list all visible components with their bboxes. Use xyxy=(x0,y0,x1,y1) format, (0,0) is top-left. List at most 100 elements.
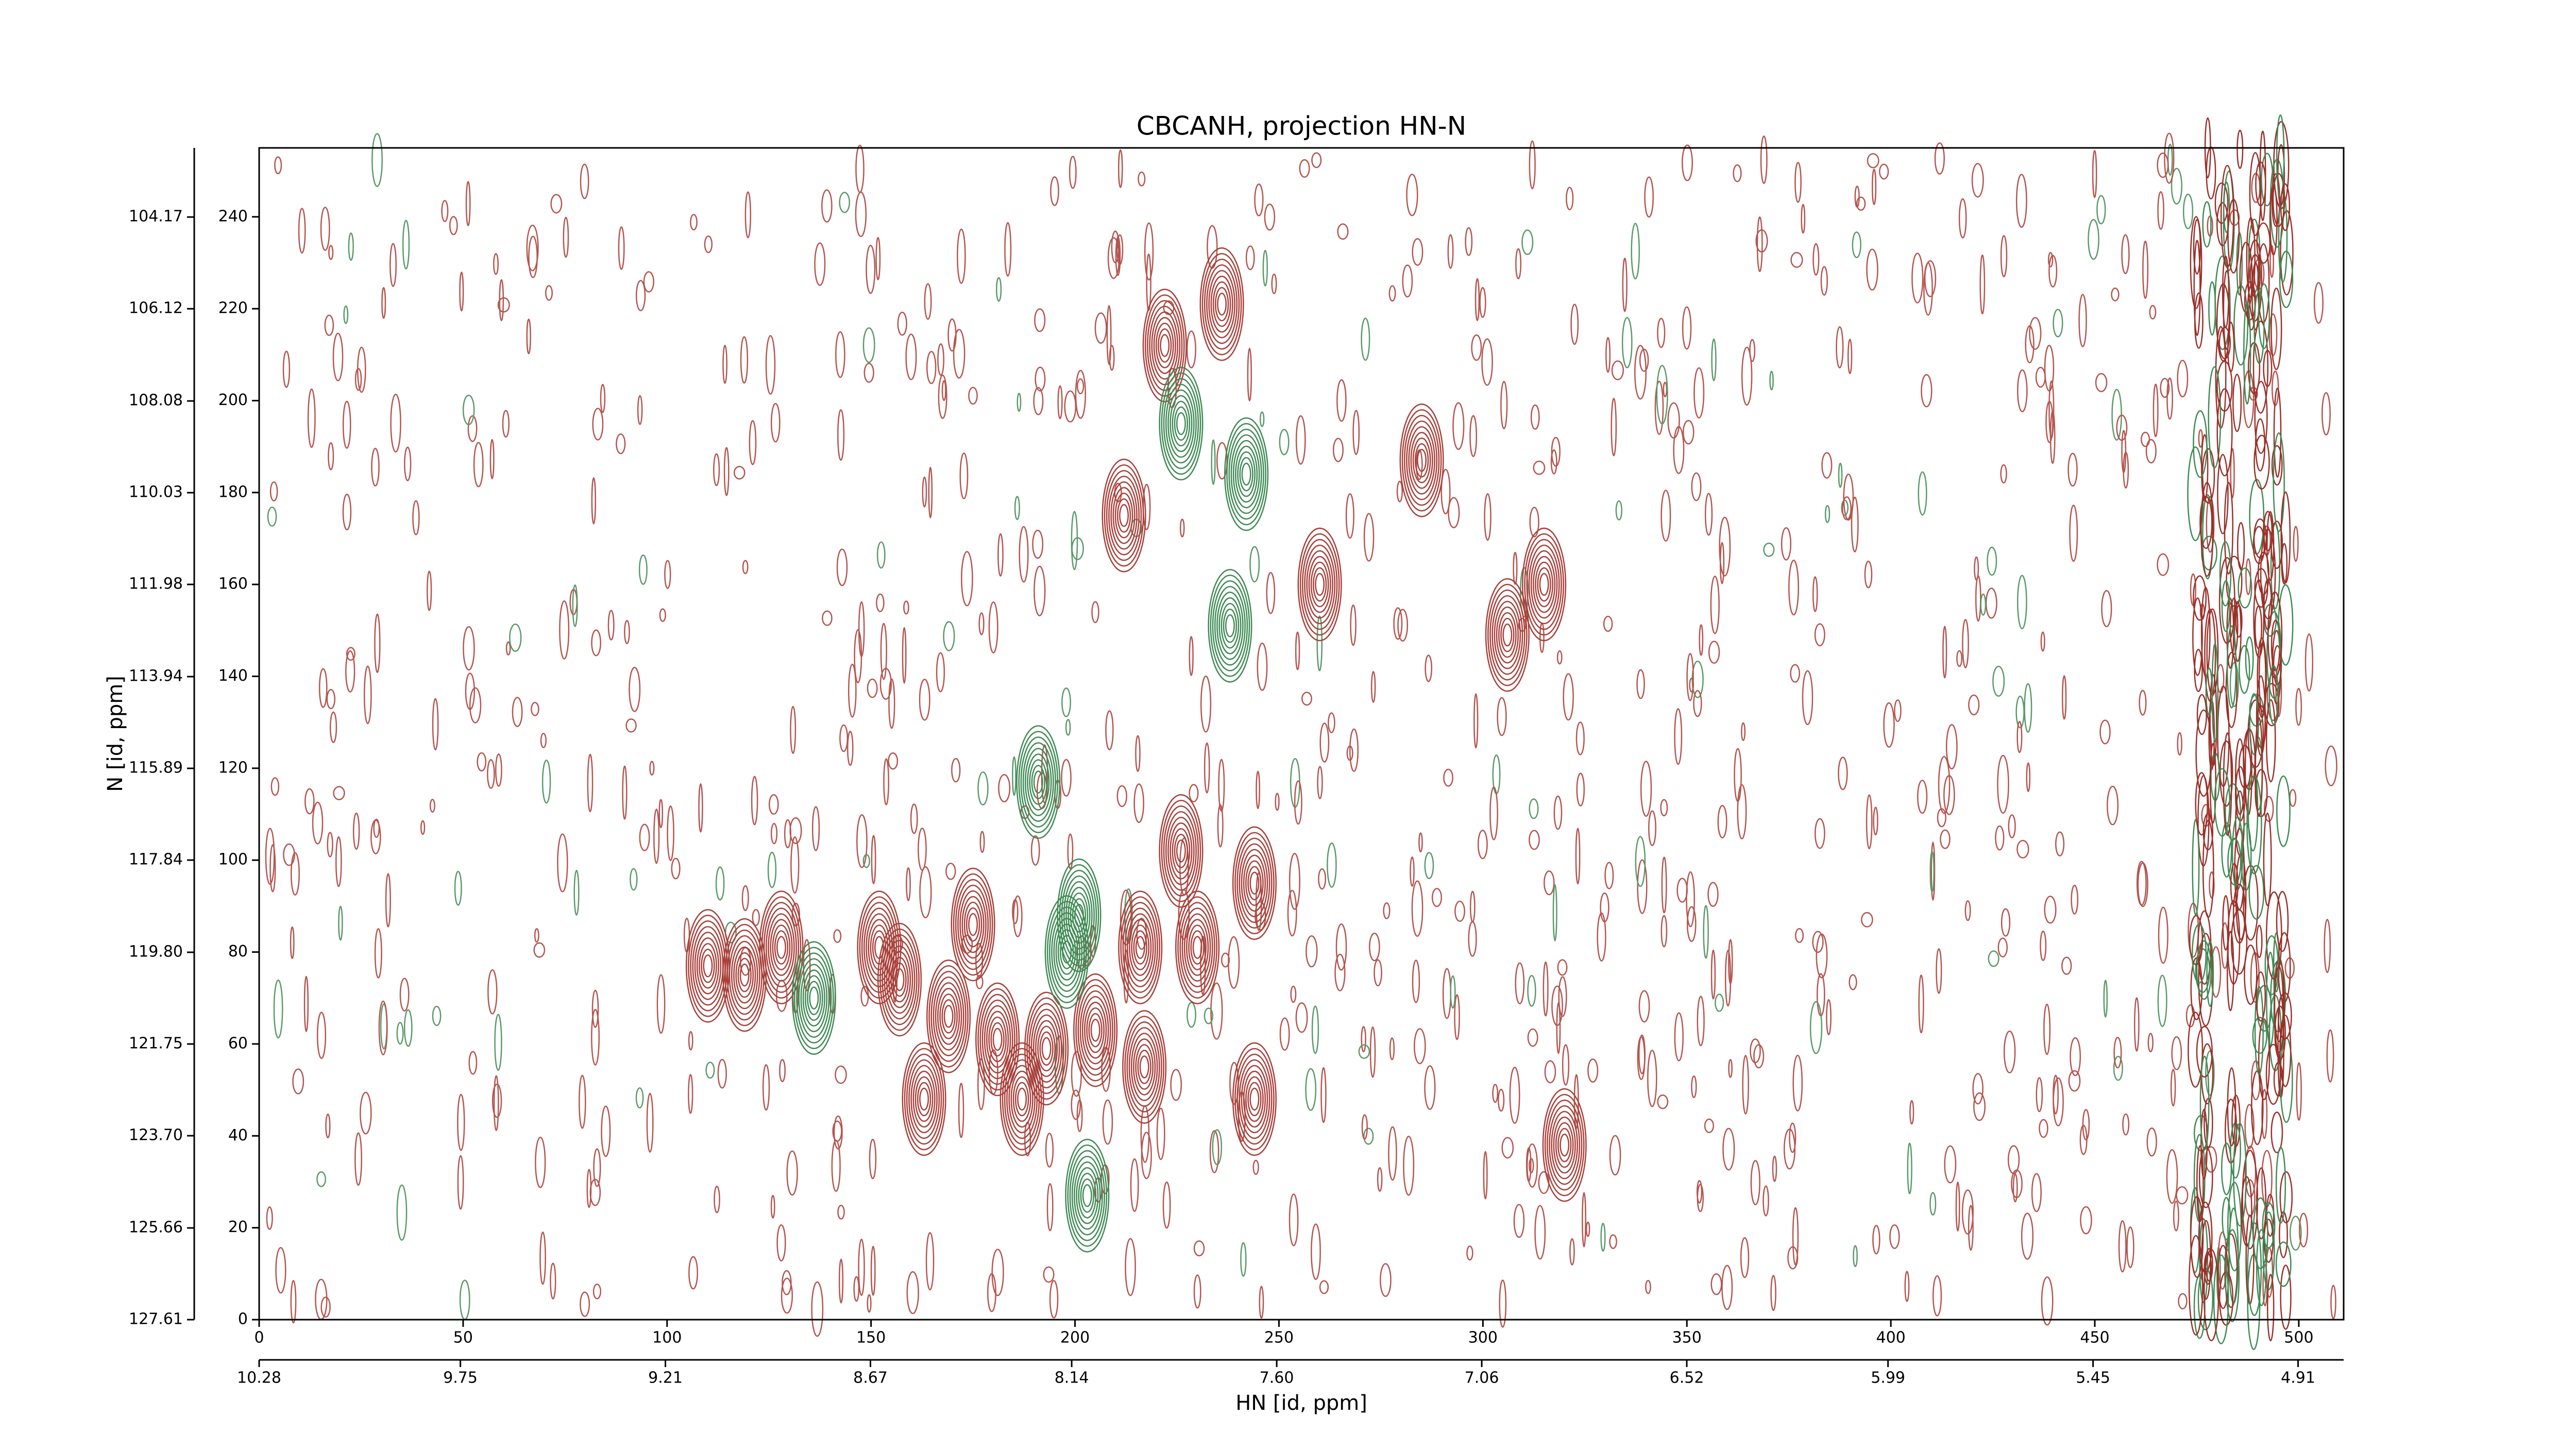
noise-contour xyxy=(1363,513,1375,562)
y-tick-label: 120 xyxy=(218,759,248,777)
noise-contour xyxy=(1611,360,1624,380)
noise-contour xyxy=(862,854,870,868)
noise-contour xyxy=(342,400,351,449)
peak-contour xyxy=(1101,459,1146,572)
noise-contour xyxy=(1938,756,1951,814)
streak-contour xyxy=(2219,541,2232,606)
noise-contour xyxy=(630,868,638,891)
peak-contour xyxy=(1033,770,1043,794)
noise-contour xyxy=(1043,1266,1055,1283)
peak-contour xyxy=(988,1016,1007,1063)
noise-contour xyxy=(1521,229,1534,255)
peak-contour xyxy=(1046,901,1087,1003)
peak-contour xyxy=(1106,470,1142,561)
noise-contour xyxy=(1724,950,1732,1007)
noise-contour xyxy=(550,1262,556,1300)
peak-contour xyxy=(1539,572,1549,596)
noise-contour xyxy=(1566,187,1574,210)
noise-contour xyxy=(858,601,865,658)
noise-contour xyxy=(733,466,745,480)
noise-contour xyxy=(1475,278,1480,322)
noise-contour xyxy=(1264,204,1276,231)
peak-contour xyxy=(1247,866,1262,901)
y2-tick-label: 117.84 xyxy=(129,851,183,869)
peak-contour xyxy=(1553,1116,1576,1174)
noise-contour xyxy=(1319,722,1330,763)
noise-contour xyxy=(1609,1234,1617,1249)
noise-contour xyxy=(1788,560,1799,616)
chart-title: CBCANH, projection HN-N xyxy=(1137,111,1466,141)
peak-contour xyxy=(793,947,834,1050)
noise-contour xyxy=(432,1005,442,1026)
x2-tick-label: 6.52 xyxy=(1670,1369,1704,1387)
peak-contour xyxy=(1249,871,1260,895)
noise-contour xyxy=(275,1246,286,1294)
noise-contour xyxy=(1932,1275,1942,1317)
noise-contour xyxy=(1721,1265,1733,1310)
noise-contour xyxy=(1657,317,1666,348)
noise-contour xyxy=(1851,496,1859,553)
noise-contour xyxy=(1305,1068,1317,1111)
peak-contour xyxy=(1076,1167,1099,1224)
noise-contour xyxy=(1749,339,1756,362)
noise-contour xyxy=(592,1283,601,1300)
noise-contour xyxy=(1556,650,1563,665)
noise-contour xyxy=(2068,1070,2081,1092)
noise-contour xyxy=(1452,402,1465,450)
noise-contour xyxy=(1477,830,1488,860)
noise-contour xyxy=(526,318,531,355)
y2-tick-label: 121.75 xyxy=(129,1035,183,1053)
peak-contour xyxy=(1502,624,1513,647)
peak-contour xyxy=(1055,923,1078,981)
x2-tick-label: 9.21 xyxy=(648,1369,683,1387)
streak-contour xyxy=(2276,775,2291,847)
streak-contour xyxy=(2256,705,2266,748)
noise-contour xyxy=(1704,493,1713,536)
streak-contour xyxy=(2232,883,2246,944)
noise-contour xyxy=(906,867,911,901)
noise-contour xyxy=(995,277,1002,302)
noise-contour xyxy=(320,1296,331,1318)
noise-contour xyxy=(473,442,484,487)
noise-contour xyxy=(1046,1183,1054,1232)
streak-contour xyxy=(2279,250,2294,308)
streak-contour xyxy=(2273,932,2280,992)
noise-contour xyxy=(477,752,487,772)
noise-contour xyxy=(1109,345,1115,371)
noise-contour xyxy=(866,245,876,294)
noise-contour xyxy=(1843,474,1854,521)
noise-contour xyxy=(1866,794,1873,850)
noise-contour xyxy=(2145,439,2157,464)
noise-contour xyxy=(1275,793,1280,811)
streak-contour xyxy=(2226,625,2237,709)
noise-contour xyxy=(345,650,355,693)
noise-contour xyxy=(667,805,674,862)
noise-contour xyxy=(837,409,845,461)
peak-contour xyxy=(726,929,762,1021)
noise-contour xyxy=(1634,345,1647,400)
noise-contour xyxy=(1513,1204,1525,1238)
peak-contour xyxy=(1026,997,1066,1100)
noise-contour xyxy=(1820,266,1828,296)
peak-contour xyxy=(800,964,828,1033)
noise-contour xyxy=(835,1065,847,1084)
peak-contour xyxy=(1245,860,1264,906)
peak-contour xyxy=(1155,323,1174,368)
noise-contour xyxy=(1552,884,1557,941)
noise-contour xyxy=(1674,708,1683,765)
x2-tick-label: 10.28 xyxy=(237,1369,281,1387)
noise-contour xyxy=(1414,1028,1426,1065)
noise-contour xyxy=(2016,575,2027,630)
noise-contour xyxy=(1703,905,1709,959)
noise-contour xyxy=(403,1009,413,1047)
noise-contour xyxy=(2070,1037,2081,1076)
noise-contour xyxy=(1361,317,1370,361)
peak-contour xyxy=(1230,434,1262,514)
noise-contour xyxy=(363,665,372,724)
noise-contour xyxy=(1256,770,1260,810)
noise-contour xyxy=(539,1231,546,1285)
streak-contour xyxy=(2225,1229,2240,1322)
streak-contour xyxy=(2216,360,2233,412)
noise-contour xyxy=(1872,1225,1880,1255)
noise-contour xyxy=(2230,448,2235,499)
